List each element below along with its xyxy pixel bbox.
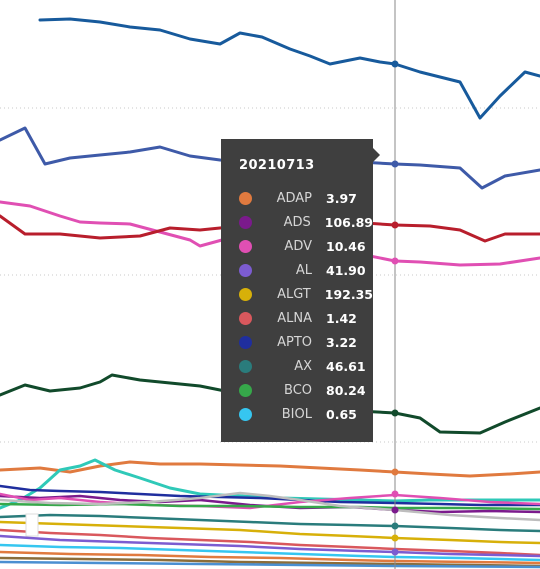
tooltip-series-name: ADV (284, 238, 312, 254)
tooltip-row-al: AL 41.90 (239, 258, 373, 282)
tooltip-series-value: 3.97 (326, 190, 357, 206)
hover-marker (391, 221, 399, 229)
series-color-dot (239, 263, 252, 277)
series-color-dot (239, 335, 252, 349)
hover-marker (391, 468, 399, 476)
series-line-14 (0, 528, 540, 557)
tooltip-series-value: 10.46 (326, 238, 366, 254)
hover-marker (391, 490, 399, 498)
hover-marker (391, 257, 399, 265)
tooltip-row-ax: AX 46.61 (239, 354, 373, 378)
series-line-12 (0, 513, 540, 533)
series-line-11 (0, 491, 540, 522)
series-line-9 (0, 492, 540, 510)
hover-tooltip: 20210713 ADAP 3.97 ADS 106.89 ADV 10.46 AL 41.9… (221, 139, 380, 442)
tooltip-row-bco: BCO 80.24 (239, 378, 373, 402)
tooltip-row-biol: BIOL 0.65 (239, 402, 373, 426)
tooltip-row-alna: ALNA 1.42 (239, 306, 373, 330)
tooltip-series-name: BCO (284, 382, 312, 398)
hover-marker (391, 522, 399, 530)
series-line-18 (0, 556, 540, 568)
series-line-13 (0, 520, 540, 545)
series-color-dot (239, 191, 252, 205)
tooltip-series-name: ADS (283, 214, 311, 230)
tooltip-series-name: APTO (277, 334, 312, 350)
series-line-16 (0, 543, 540, 562)
series-line-15 (0, 534, 540, 558)
tooltip-series-name: AX (294, 358, 312, 374)
series-line-0 (38, 17, 540, 120)
tooltip-series-value: 192.35 (324, 286, 373, 302)
hover-marker (391, 506, 399, 514)
series-color-dot (239, 311, 252, 325)
tooltip-series-value: 41.90 (326, 262, 366, 278)
series-color-dot (239, 215, 252, 229)
tooltip-row-apto: APTO 3.22 (239, 330, 373, 354)
series-color-dot (239, 239, 252, 253)
tooltip-series-value: 106.89 (324, 214, 373, 230)
tooltip-series-value: 0.65 (326, 406, 357, 422)
tooltip-series-value: 80.24 (326, 382, 366, 398)
tooltip-series-value: 3.22 (326, 334, 357, 350)
tooltip-series-name: AL (295, 262, 312, 278)
series-line-2 (0, 200, 540, 267)
scroll-handle (25, 513, 39, 537)
series-line-17 (0, 550, 540, 565)
series-color-dot (239, 359, 252, 373)
tooltip-row-ads: ADS 106.89 (239, 210, 373, 234)
series-color-dot (239, 383, 252, 397)
tooltip-series-name: ALNA (277, 310, 312, 326)
tooltip-series-value: 46.61 (326, 358, 366, 374)
tooltip-date: 20210713 (239, 158, 315, 173)
hover-marker (391, 160, 399, 168)
tooltip-rows: ADAP 3.97 ADS 106.89 ADV 10.46 AL 41.90 ALGT 192.… (239, 186, 373, 426)
series-color-dot (239, 287, 252, 301)
series-line-6 (0, 458, 540, 510)
hover-marker (391, 548, 399, 556)
hover-marker (391, 60, 399, 68)
tooltip-row-algt: ALGT 192.35 (239, 282, 373, 306)
tooltip-series-name: BIOL (281, 406, 312, 422)
tooltip-series-value: 1.42 (326, 310, 357, 326)
tooltip-series-name: ALGT (277, 286, 311, 302)
hover-marker (391, 534, 399, 542)
series-color-dot (239, 407, 252, 421)
tooltip-series-name: ADAP (276, 190, 312, 206)
series-line-19 (0, 560, 540, 569)
series-line-5 (0, 460, 540, 478)
hover-marker (391, 409, 399, 417)
tooltip-row-adv: ADV 10.46 (239, 234, 373, 258)
series-line-7 (0, 484, 540, 507)
tooltip-row-adap: ADAP 3.97 (239, 186, 373, 210)
